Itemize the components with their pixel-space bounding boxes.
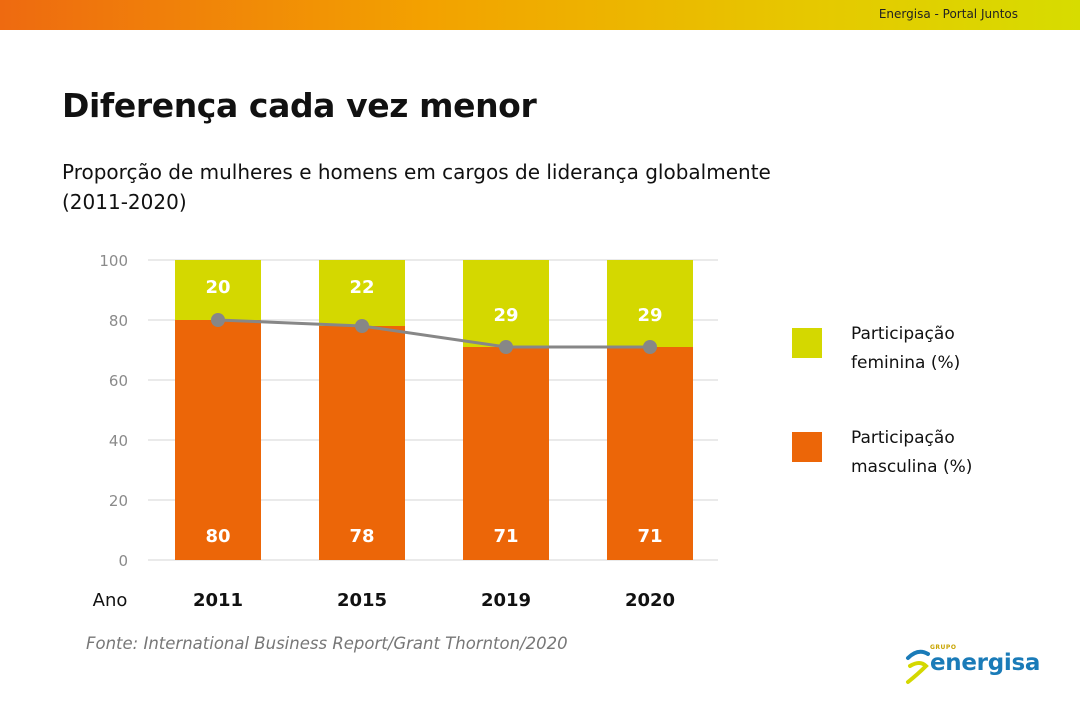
logo-word: energisa — [930, 650, 1041, 676]
legend-female-swatch — [792, 328, 822, 358]
logo-small-text: GRUPO — [930, 644, 957, 651]
legend-female-label: Participação feminina (%) — [851, 324, 961, 373]
bar-female — [319, 260, 405, 326]
source-note: Fonte: International Business Report/Gra… — [86, 634, 568, 653]
data-label-female: 29 — [493, 305, 518, 326]
bar-female — [463, 260, 549, 347]
y-tick-label: 80 — [109, 312, 128, 330]
page-title: Diferença cada vez menor — [62, 86, 537, 125]
bar-male — [175, 320, 261, 560]
site-label: Energisa - Portal Juntos — [878, 7, 1018, 21]
data-label-male: 71 — [493, 526, 518, 547]
energisa-logo-mark — [906, 649, 930, 684]
x-axis-label: Ano — [93, 590, 128, 611]
y-tick-label: 20 — [109, 492, 128, 510]
y-tick-label: 0 — [118, 552, 128, 570]
data-label-female: 29 — [637, 305, 662, 326]
data-label-female: 20 — [205, 277, 230, 298]
y-tick-label: 100 — [99, 252, 128, 270]
trend-line — [217, 318, 650, 349]
trend-point — [355, 319, 369, 333]
bar-female — [175, 260, 261, 320]
bar-male — [463, 347, 549, 560]
x-tick-label: 2019 — [481, 590, 531, 611]
y-tick-label: 60 — [109, 372, 128, 390]
trend-point — [499, 340, 513, 354]
legend-male-label: Participação masculina (%) — [851, 428, 973, 477]
data-label-male: 71 — [637, 526, 662, 547]
x-tick-label: 2020 — [625, 590, 675, 611]
bar-male — [607, 347, 693, 560]
x-tick-label: 2015 — [337, 590, 387, 611]
trend-point — [211, 313, 225, 327]
top-bar: Energisa - Portal Juntos — [0, 0, 1080, 30]
x-tick-label: 2011 — [193, 590, 243, 611]
y-tick-label: 40 — [109, 432, 128, 450]
chart-subtitle: Proporção de mulheres e homens em cargos… — [62, 160, 771, 214]
legend-male-swatch — [792, 432, 822, 462]
bar-male — [319, 326, 405, 560]
energisa-logo: GRUPO energisa — [904, 644, 1040, 686]
data-label-male: 78 — [349, 526, 374, 547]
bar-female — [607, 260, 693, 347]
trend-point — [643, 340, 657, 354]
data-label-male: 80 — [205, 526, 230, 547]
data-label-female: 22 — [349, 277, 374, 298]
